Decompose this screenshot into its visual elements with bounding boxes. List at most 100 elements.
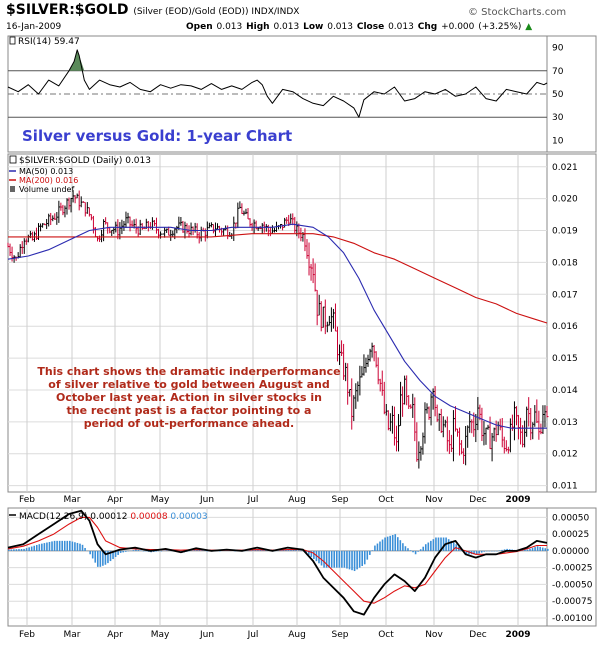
symbol-label: $SILVER:$GOLD <box>6 2 129 18</box>
macd-histogram-bar <box>295 549 297 551</box>
price-x-tick-label: Jul <box>247 495 259 505</box>
chart-annotation: This chart shows the dramatic inderperfo… <box>37 365 340 430</box>
close-label: Close <box>356 22 385 32</box>
macd-histogram-bar <box>366 550 369 560</box>
macd-histogram-bar <box>407 548 409 551</box>
macd-histogram-bar <box>386 536 389 551</box>
macd-histogram-bar <box>473 550 475 555</box>
price-y-tick-label: 0.013 <box>552 418 578 428</box>
chart-annotation-line: This chart shows the dramatic inderperfo… <box>37 365 340 378</box>
chg-label: Chg <box>417 22 438 32</box>
low-value: 0.013 <box>327 22 353 32</box>
macd-histogram-bar <box>35 544 38 551</box>
macd-histogram-bar <box>219 550 221 552</box>
macd-histogram-bar <box>109 550 112 562</box>
macd-histogram-bar <box>96 550 99 567</box>
macd-x-tick-label: Jun <box>199 630 214 640</box>
chart-annotation-line: of silver relative to gold between Augus… <box>48 378 329 391</box>
macd-x-tick-label: Feb <box>19 630 35 640</box>
chg-value: +0.000 (+3.25%) <box>441 22 522 32</box>
macd-histogram-bar <box>541 547 544 551</box>
macd-histogram-bar <box>330 550 333 568</box>
macd-line <box>7 509 548 616</box>
macd-histogram-bar <box>280 550 282 551</box>
macd-histogram-bar <box>61 540 63 551</box>
price-x-tick-label: Mar <box>64 495 81 505</box>
rsi-y-tick-label: 70 <box>552 67 564 77</box>
macd-histogram-bar <box>440 537 442 551</box>
macd-histogram-bar <box>264 550 267 551</box>
macd-histogram-bar <box>369 550 371 555</box>
macd-histogram-bar <box>371 550 374 551</box>
price-x-tick-label: Oct <box>378 495 394 505</box>
macd-histogram-bar <box>23 548 25 551</box>
macd-histogram-bar <box>198 549 201 551</box>
price-x-tick-label: Nov <box>425 495 443 505</box>
macd-histogram-bar <box>201 550 203 551</box>
macd-histogram-bar <box>335 550 338 568</box>
macd-histogram-bar <box>381 539 384 551</box>
macd-histogram-bar <box>117 550 119 555</box>
macd-histogram-bar <box>480 550 483 553</box>
macd-histogram-bar <box>18 549 20 551</box>
rsi-y-tick-label: 50 <box>552 90 564 100</box>
low-label: Low <box>303 22 324 32</box>
macd-histogram-bar <box>137 550 140 551</box>
macd-y-tick-label: -0.00050 <box>552 580 593 590</box>
macd-histogram-bar <box>193 550 196 551</box>
macd-histogram-bar <box>422 546 425 551</box>
macd-x-tick-label: Mar <box>64 630 81 640</box>
macd-x-tick-label: 2009 <box>505 630 530 640</box>
macd-histogram-bar <box>353 550 356 572</box>
macd-histogram-bar <box>361 550 364 566</box>
macd-histogram-bar <box>20 549 23 551</box>
chart-date: 16-Jan-2009 <box>6 22 62 32</box>
rsi-legend-swatch <box>9 36 16 45</box>
high-value: 0.013 <box>273 22 300 32</box>
chart-annotation-line: October last year. Action in silver stoc… <box>56 391 322 404</box>
macd-histogram-bar <box>506 548 508 551</box>
price-x-tick-label: Sep <box>332 495 349 505</box>
macd-histogram-bar <box>501 549 503 551</box>
price-x-tick-label: Apr <box>107 495 123 505</box>
macd-histogram-bar <box>338 550 341 568</box>
macd-histogram-bar <box>91 550 94 559</box>
macd-histogram-bar <box>399 540 402 551</box>
macd-histogram-bar <box>84 547 86 551</box>
macd-histogram-bar <box>107 550 109 564</box>
macd-histogram-bar <box>66 540 69 551</box>
macd-histogram-bar <box>325 550 328 568</box>
macd-histogram-bar <box>488 550 491 552</box>
macd-histogram-bar <box>119 550 122 553</box>
macd-histogram-bar <box>63 540 66 551</box>
macd-histogram-bar <box>320 550 323 566</box>
close-value: 0.013 <box>388 22 414 32</box>
price-y-tick-label: 0.021 <box>552 163 578 173</box>
macd-histogram-bar <box>69 540 71 551</box>
macd-histogram-bar <box>374 545 376 551</box>
rsi-plot-area-axis-box <box>546 35 597 153</box>
macd-histogram-bar <box>15 549 18 551</box>
stockcharts-brand: © StockCharts.com <box>468 7 567 18</box>
macd-histogram-bar <box>282 549 285 551</box>
macd-histogram-bar <box>346 550 348 569</box>
macd-x-tick-label: Jul <box>247 630 259 640</box>
macd-histogram-bar <box>160 550 163 552</box>
macd-plot-area <box>7 507 548 627</box>
macd-histogram-bar <box>493 550 496 552</box>
macd-y-tick-label: -0.00100 <box>552 614 593 624</box>
price-x-tick-label: May <box>151 495 170 505</box>
macd-histogram-bar <box>99 550 102 567</box>
chart-header-title: $SILVER:$GOLD (Silver (EOD)/Gold (EOD)) … <box>6 2 299 18</box>
macd-histogram-bar <box>376 543 379 551</box>
macd-histogram-bar <box>465 550 468 555</box>
macd-histogram-bar <box>297 550 300 551</box>
macd-histogram-bar <box>122 550 125 553</box>
macd-histogram-bar <box>526 549 529 551</box>
macd-y-tick-label: 0.00050 <box>552 513 589 523</box>
macd-x-tick-label: Aug <box>288 630 306 640</box>
price-legend-label: $SILVER:$GOLD (Daily) 0.013 <box>19 156 151 166</box>
price-x-tick-label: Aug <box>288 495 306 505</box>
macd-histogram-bar <box>384 537 386 551</box>
macd-histogram-bar <box>498 550 501 551</box>
